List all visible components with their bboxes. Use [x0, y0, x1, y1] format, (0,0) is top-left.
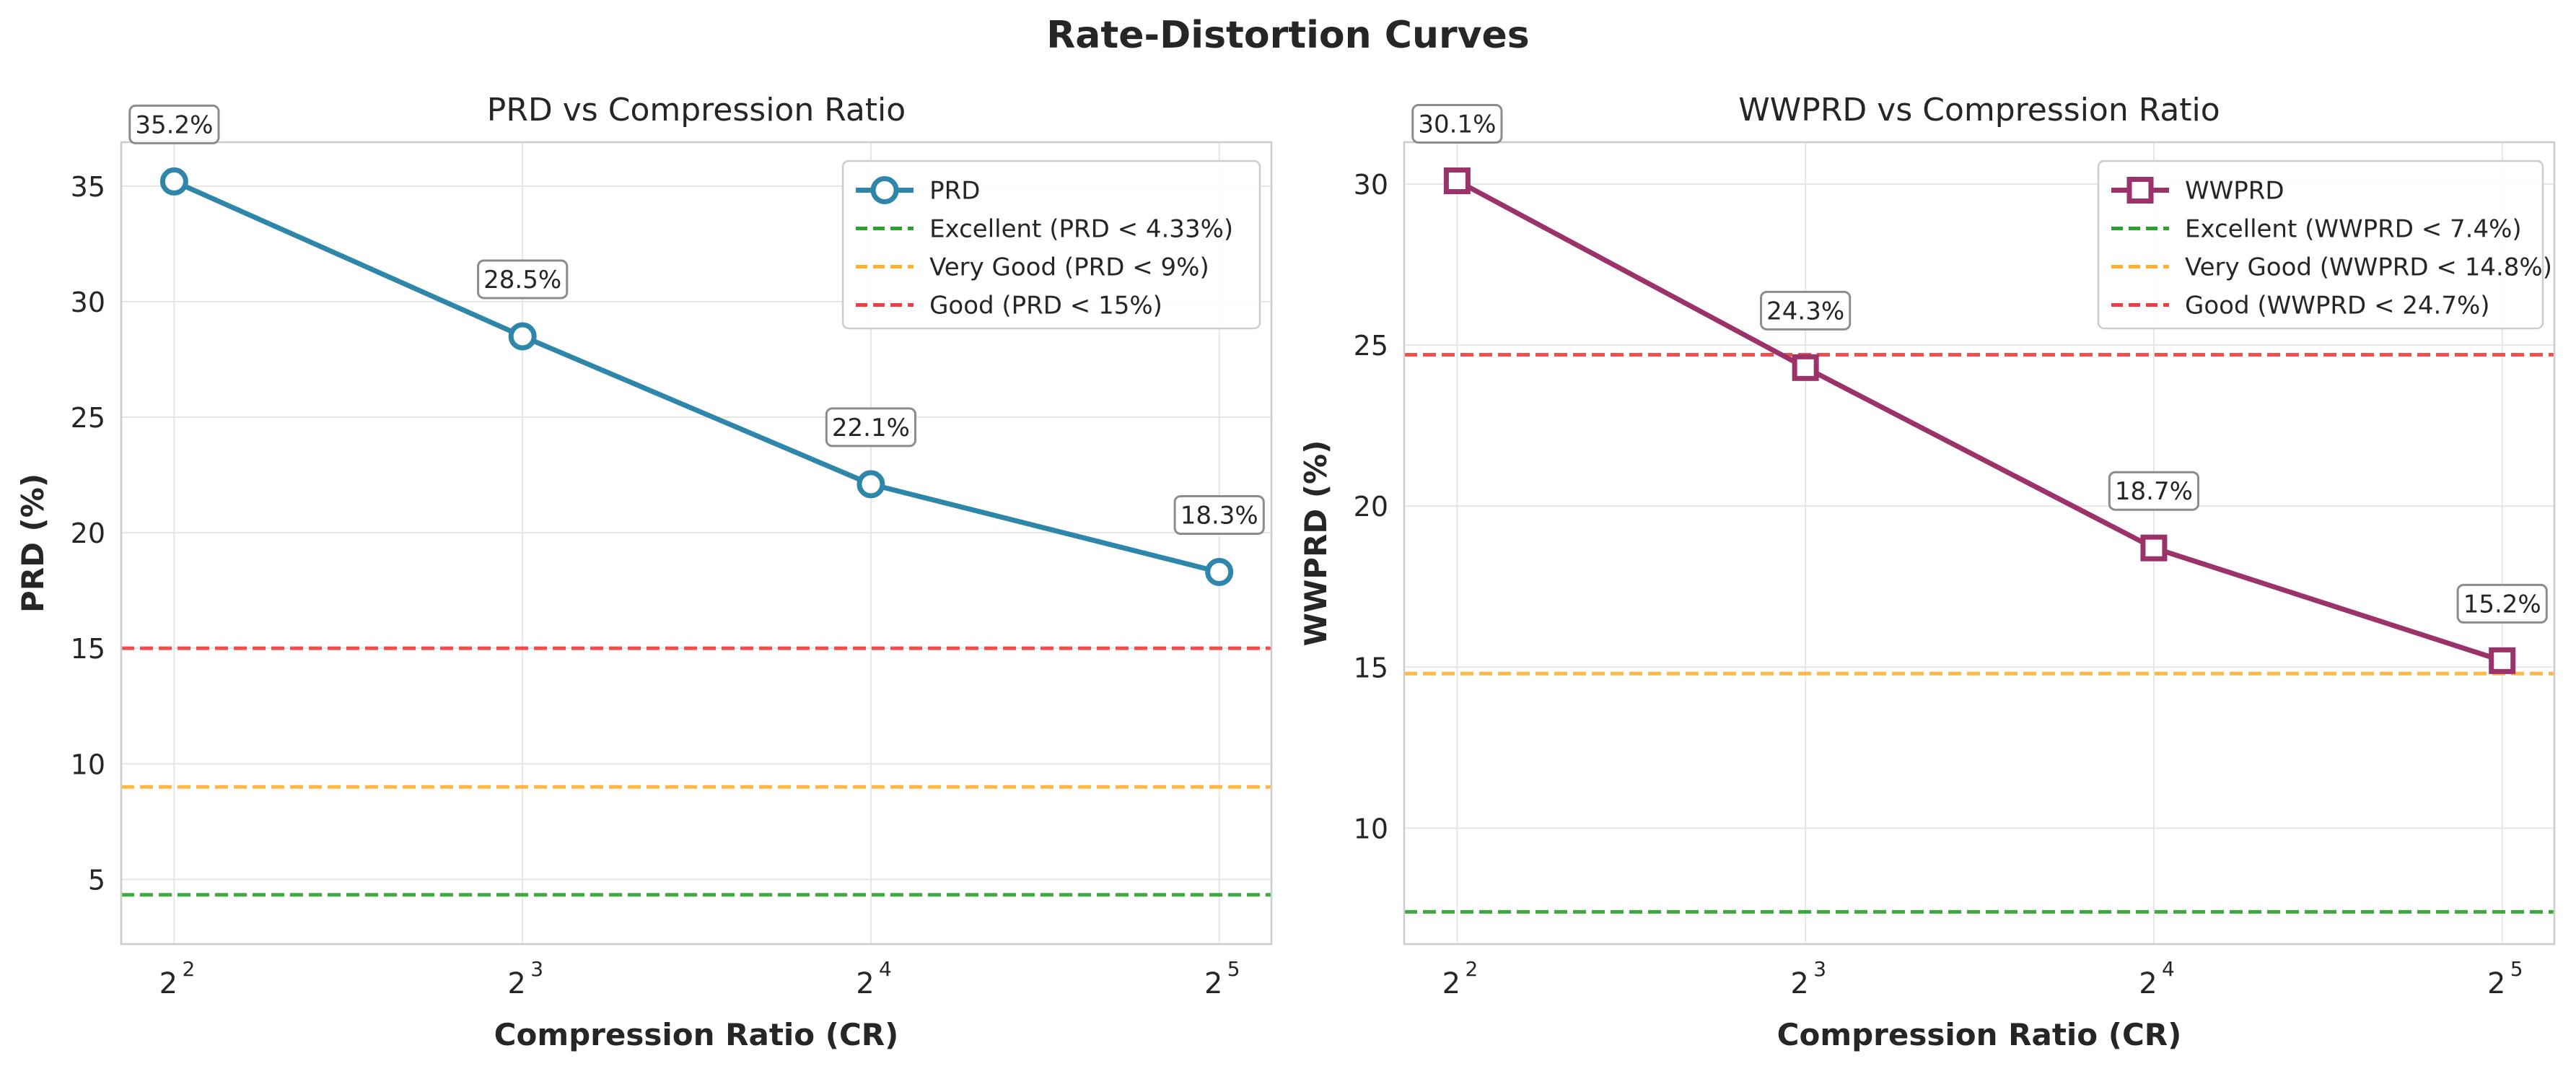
x-tick-label-exponent: 4 [879, 957, 892, 981]
series-line [1455, 178, 2503, 663]
data-label: 22.1% [832, 414, 910, 442]
plot-frame [1403, 141, 2556, 946]
data-label: 18.3% [1180, 502, 1258, 531]
legend-entry: Excellent (PRD < 4.33%) [929, 215, 1233, 244]
y-tick-label: 20 [71, 518, 105, 549]
x-tick-label-exponent: 3 [1813, 957, 1826, 981]
data-label: 35.2% [135, 110, 213, 139]
data-label-box [1173, 495, 1265, 536]
data-point [2489, 647, 2516, 674]
y-tick-label: 10 [71, 748, 105, 780]
legend [2097, 160, 2544, 330]
x-tick-label-base: 2 [1204, 967, 1222, 1000]
data-point [857, 470, 885, 499]
figure-title: Rate-Distortion Curves [1046, 14, 1529, 57]
chart-title: WWPRD vs Compression Ratio [1738, 92, 2220, 128]
legend-entry: WWPRD [2185, 177, 2284, 206]
x-tick-label-base: 2 [856, 967, 874, 1000]
legend-entry: Very Good (PRD < 9%) [929, 253, 1209, 282]
x-tick-label-exponent: 4 [2162, 957, 2175, 981]
x-tick-label-base: 2 [2139, 967, 2157, 1000]
data-label-box [1411, 104, 1503, 144]
x-tick-label-exponent: 5 [1227, 957, 1240, 981]
data-point [1205, 558, 1234, 587]
data-label-box [2456, 583, 2548, 624]
x-tick-label-base: 2 [507, 967, 525, 1000]
y-tick-label: 15 [1354, 652, 1388, 684]
x-axis-label: Compression Ratio (CR) [494, 1017, 899, 1052]
legend-entry: Good (PRD < 15%) [929, 292, 1162, 320]
data-label-box [2108, 471, 2200, 511]
y-tick-label: 20 [1354, 491, 1388, 523]
data-point [1792, 354, 1819, 381]
y-axis-label: WWPRD (%) [1298, 440, 1333, 647]
legend-entry: Excellent (WWPRD < 7.4%) [2185, 215, 2522, 244]
y-tick-label: 30 [71, 287, 105, 318]
data-label: 30.1% [1418, 110, 1496, 139]
data-point [1443, 167, 1471, 195]
x-tick-label-base: 2 [1442, 967, 1460, 1000]
data-label: 24.3% [1766, 297, 1844, 326]
data-label: 18.7% [2115, 477, 2193, 506]
data-point [159, 167, 188, 196]
data-label-box [128, 104, 220, 144]
x-tick-label-exponent: 5 [2510, 957, 2523, 981]
data-label-box [825, 407, 917, 448]
x-tick-label-base: 2 [159, 967, 178, 1000]
series-line [172, 179, 1220, 575]
y-tick-label: 30 [1354, 169, 1388, 201]
y-axis-label: PRD (%) [15, 473, 51, 613]
y-tick-label: 10 [1354, 813, 1388, 844]
data-point [508, 322, 537, 351]
plot-frame [120, 141, 1273, 946]
x-tick-label-base: 2 [2487, 967, 2505, 1000]
legend-swatch-marker [870, 176, 899, 204]
y-tick-label: 35 [71, 171, 105, 203]
x-tick-label-base: 2 [1790, 967, 1808, 1000]
chart-title: PRD vs Compression Ratio [487, 92, 906, 128]
legend-swatch-marker [2126, 177, 2154, 204]
legend [841, 160, 1261, 330]
data-label-box [1760, 290, 1852, 331]
y-tick-label: 25 [71, 402, 105, 434]
data-label-box [477, 259, 569, 300]
x-axis-label: Compression Ratio (CR) [1777, 1017, 2182, 1052]
legend-entry: Good (WWPRD < 24.7%) [2185, 292, 2490, 320]
x-tick-label-exponent: 2 [1465, 957, 1478, 981]
data-label: 28.5% [483, 266, 561, 294]
x-tick-label-exponent: 2 [182, 957, 195, 981]
data-point [2140, 534, 2168, 562]
y-tick-label: 5 [88, 864, 105, 896]
x-tick-label-exponent: 3 [530, 957, 543, 981]
legend-entry: PRD [929, 177, 980, 206]
data-label: 15.2% [2463, 590, 2541, 619]
legend-entry: Very Good (WWPRD < 14.8%) [2185, 253, 2552, 282]
y-tick-label: 25 [1354, 330, 1388, 362]
y-tick-label: 15 [71, 633, 105, 665]
